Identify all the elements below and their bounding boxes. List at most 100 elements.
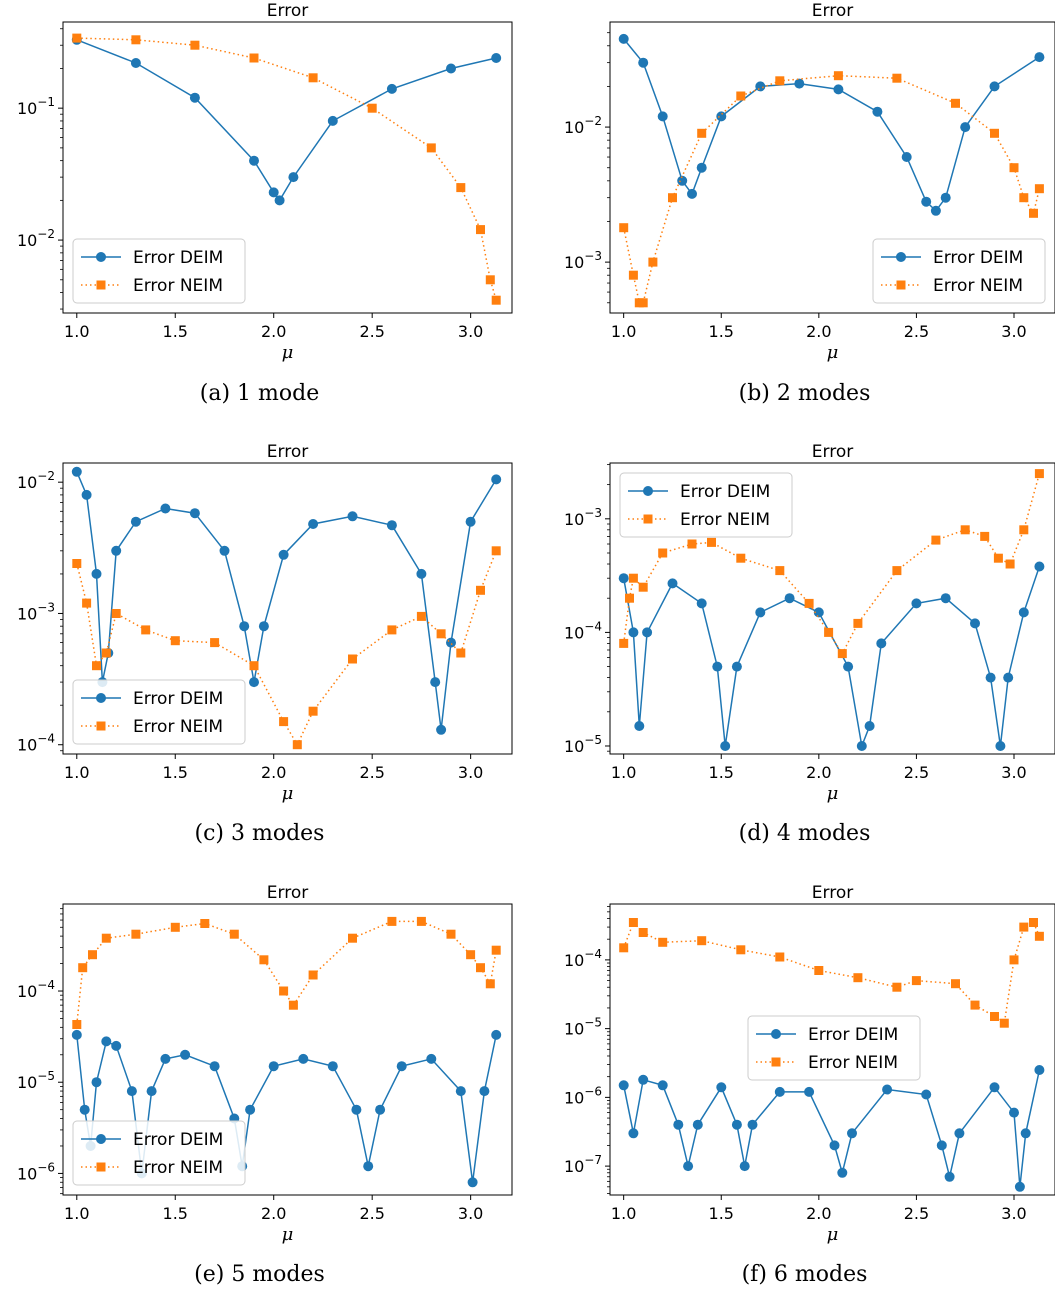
data-point (829, 1140, 840, 1151)
data-point (456, 183, 466, 193)
legend-box (619, 472, 793, 538)
data-point (901, 152, 912, 162)
data-point (348, 654, 357, 664)
data-point (386, 520, 397, 531)
x-tick-label: 2.0 (806, 763, 831, 782)
data-point (960, 122, 971, 133)
axes-frame (609, 462, 1055, 755)
x-tick-label: 3.0 (458, 1204, 483, 1223)
y-tick-label: 10−1 (17, 95, 55, 118)
legend-handle (628, 514, 668, 524)
data-point (628, 627, 639, 638)
data-point (736, 91, 746, 101)
data-point (426, 143, 436, 153)
data-point (327, 1061, 338, 1072)
data-point (476, 963, 485, 973)
data-point (1034, 1065, 1045, 1075)
x-tick-label: 3.0 (1001, 1204, 1026, 1223)
data-point (716, 111, 727, 122)
data-point (278, 549, 289, 560)
data-point (833, 71, 843, 81)
data-point (160, 1053, 171, 1064)
data-point (386, 83, 397, 94)
x-tick-label: 1.5 (163, 1204, 188, 1223)
data-point (638, 928, 648, 937)
data-point (642, 627, 653, 638)
x-tick-label: 2.5 (904, 763, 929, 782)
x-axis-label: μ (282, 1224, 294, 1245)
data-point (911, 598, 922, 609)
plot-area (71, 33, 502, 305)
data-point (101, 1036, 112, 1047)
data-point (101, 648, 111, 658)
legend: Error DEIM Error NEIM (872, 238, 1046, 304)
data-point (872, 106, 883, 117)
series-neim (619, 71, 1044, 308)
data-point (804, 1086, 815, 1097)
data-point (911, 976, 921, 986)
x-tick-label: 1.0 (611, 322, 636, 341)
series-deim (618, 1065, 1045, 1192)
data-point (209, 1061, 220, 1072)
data-point (268, 187, 279, 198)
series-neim (619, 469, 1044, 659)
x-tick-label: 3.0 (1001, 763, 1026, 782)
data-point (720, 741, 731, 751)
data-point (249, 53, 259, 63)
y-tick-label: 10−5 (564, 733, 602, 756)
legend-handle (81, 721, 121, 731)
data-point (990, 128, 999, 138)
data-point (456, 648, 466, 658)
data-point (989, 1082, 1000, 1093)
axes-frame (62, 903, 513, 1196)
data-point (775, 952, 785, 962)
data-point (960, 525, 970, 535)
data-point (930, 205, 941, 216)
data-point (455, 1086, 466, 1097)
data-point (72, 33, 82, 43)
data-point (189, 92, 200, 103)
data-point (731, 661, 742, 672)
x-tick-label: 2.0 (261, 322, 286, 341)
data-point (628, 918, 638, 927)
data-point (476, 225, 485, 235)
subplot-title: Error (812, 1, 853, 21)
subplot-title: Error (812, 442, 853, 462)
data-point (687, 539, 697, 549)
data-point (219, 545, 230, 556)
series-neim (72, 916, 501, 1029)
x-tick-label: 2.5 (359, 322, 384, 341)
legend-label: Error NEIM (933, 276, 1023, 296)
legend-label: Error DEIM (133, 689, 223, 709)
data-point (824, 627, 834, 637)
series-deim (618, 33, 1045, 216)
data-point (876, 638, 887, 649)
data-point (479, 1086, 490, 1097)
x-tick-label: 3.0 (458, 322, 483, 341)
x-tick-label: 2.0 (806, 1204, 831, 1223)
data-point (853, 973, 863, 983)
data-point (288, 1000, 298, 1010)
x-tick-label: 2.5 (359, 1204, 384, 1223)
y-tick-label: 10−2 (17, 469, 55, 492)
y-tick-label: 10−4 (17, 732, 55, 755)
series-line (76, 37, 497, 301)
data-point (989, 81, 1000, 92)
data-point (618, 573, 629, 584)
data-point (683, 1161, 694, 1172)
data-point (638, 57, 649, 68)
legend-label: Error DEIM (933, 248, 1023, 268)
data-point (940, 593, 951, 604)
data-point (638, 298, 648, 308)
data-point (837, 649, 847, 659)
data-point (274, 195, 285, 206)
x-tick-label: 1.0 (64, 322, 89, 341)
legend: Error DEIM Error NEIM (72, 238, 246, 304)
data-point (1009, 163, 1019, 173)
data-point (739, 1161, 750, 1172)
data-point (707, 537, 716, 547)
data-point (72, 1020, 82, 1029)
subplot-4: Error 1.0 1.5 2.0 2.5 3.0 μ 10−3 10−4 10−5 Error D… (564, 442, 1055, 846)
data-point (279, 986, 289, 996)
series-deim (71, 34, 502, 206)
